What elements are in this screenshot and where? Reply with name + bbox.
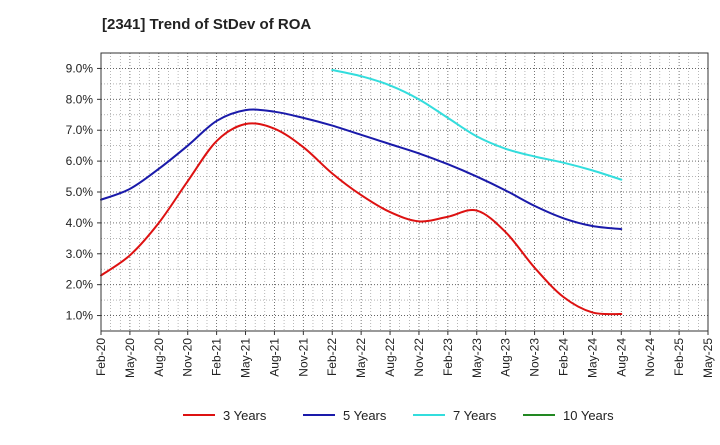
x-tick-label: Feb-21	[210, 338, 224, 376]
y-tick-label: 8.0%	[66, 92, 94, 106]
x-tick-label: Aug-20	[152, 338, 166, 377]
x-tick-label: Aug-22	[383, 338, 397, 377]
y-tick-label: 1.0%	[66, 309, 94, 323]
x-tick-label: May-22	[354, 338, 368, 378]
y-tick-label: 2.0%	[66, 278, 94, 292]
legend-label: 5 Years	[343, 408, 387, 423]
y-tick-label: 3.0%	[66, 247, 94, 261]
series-line-1	[100, 122, 623, 316]
x-tick-label: May-21	[239, 338, 253, 378]
x-tick-label: May-24	[585, 338, 599, 378]
x-tick-label: Nov-21	[296, 338, 310, 377]
legend-label: 7 Years	[453, 408, 497, 423]
x-tick-label: Nov-22	[412, 338, 426, 377]
legend-label: 10 Years	[563, 408, 614, 423]
plot-frame	[100, 52, 709, 332]
y-tick-label: 7.0%	[66, 123, 94, 137]
y-tick-label: 4.0%	[66, 216, 94, 230]
chart-title: [2341] Trend of StDev of ROA	[102, 16, 312, 33]
y-tick-label: 5.0%	[66, 185, 94, 199]
series-line-3	[331, 68, 623, 181]
x-tick-label: Nov-24	[643, 338, 657, 377]
x-tick-label: Feb-20	[94, 338, 108, 376]
legend-label: 3 Years	[223, 408, 267, 423]
x-tick-label: Feb-22	[325, 338, 339, 376]
x-tick-label: Nov-20	[181, 338, 195, 377]
series-line-2	[100, 108, 623, 231]
x-tick-label: May-20	[123, 338, 137, 378]
x-tick-label: Feb-23	[441, 338, 455, 376]
x-tick-label: Feb-24	[556, 338, 570, 376]
x-tick-label: May-25	[701, 338, 715, 378]
y-tick-label: 6.0%	[66, 154, 94, 168]
x-tick-label: Feb-25	[672, 338, 686, 376]
x-tick-label: May-23	[470, 338, 484, 378]
x-tick-label: Aug-23	[499, 338, 513, 377]
x-tick-label: Aug-24	[614, 338, 628, 377]
y-tick-label: 9.0%	[66, 61, 94, 75]
x-tick-label: Aug-21	[267, 338, 281, 377]
x-tick-label: Nov-23	[528, 338, 542, 377]
